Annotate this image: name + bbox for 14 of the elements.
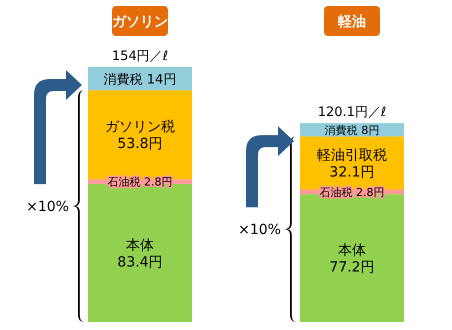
data-label: 消費税 14円: [104, 72, 176, 88]
annotation: ×10%: [26, 199, 69, 216]
data-label: 石油税 2.8円: [320, 186, 384, 199]
data-label: 本体 77.2円: [329, 242, 375, 276]
total-label: 154円／ℓ: [112, 49, 168, 64]
data-label: 本体 83.4円: [117, 237, 163, 270]
data-label: 石油税 2.8円: [108, 176, 172, 189]
x-tick-label: 軽油: [337, 14, 366, 30]
x-tick-label: ガソリン: [112, 14, 168, 30]
data-label: 軽油引取税 32.1円: [317, 147, 387, 180]
data-label: 消費税 8円: [324, 124, 380, 137]
total-label: 120.1円／ℓ: [318, 105, 386, 120]
data-label: ガソリン税 53.8円: [105, 119, 175, 152]
annotation: ×10%: [238, 222, 281, 238]
